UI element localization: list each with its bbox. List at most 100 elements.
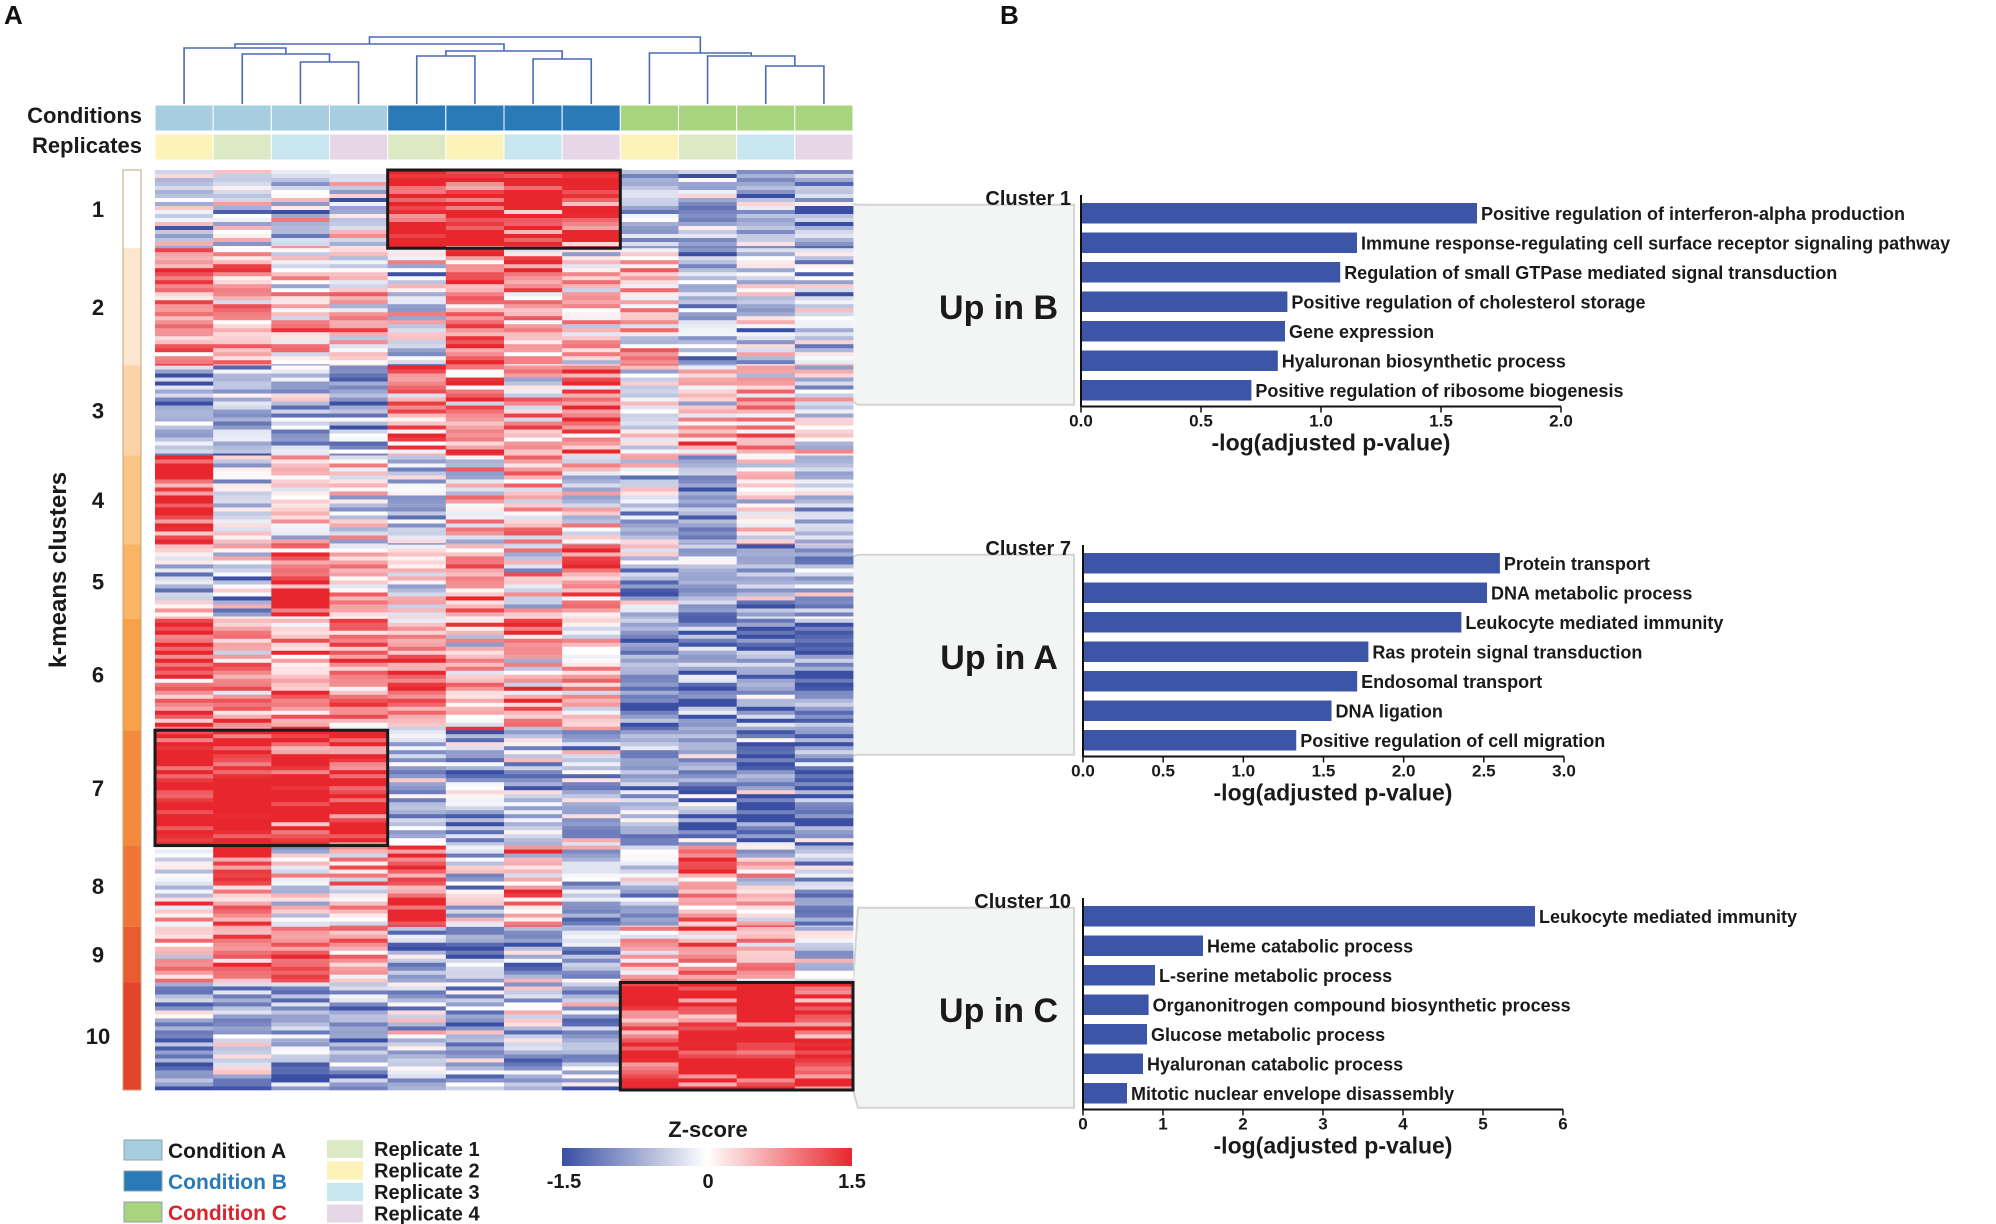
heatmap-cell [736,300,796,305]
heatmap-cell [271,356,330,361]
heatmap-cell [504,674,563,680]
heatmap-cell [620,425,679,430]
heatmap-cell [445,308,505,313]
heatmap-cell [504,194,563,199]
heatmap-cell [155,441,214,446]
heatmap-cell [213,738,272,743]
heatmap-cell [387,324,447,329]
heatmap-cell [504,1078,563,1083]
heatmap-cell [213,276,272,281]
heatmap-cell [620,364,679,366]
heatmap-cell [387,742,447,747]
replicates-label: Replicates [32,133,142,158]
heatmap-cell [736,234,796,239]
heatmap-cell [213,766,272,771]
heatmap-cell [155,596,214,601]
heatmap-cell [329,560,389,565]
heatmap-cell [736,190,796,195]
heatmap-cell [271,437,330,442]
heatmap-cell [678,214,738,219]
heatmap-cell [620,174,679,179]
heatmap-cell [445,698,505,704]
heatmap-cell [213,1002,272,1007]
heatmap-cell [736,778,796,783]
heatmap-cell [387,1022,447,1027]
heatmap-cell [387,662,447,668]
heatmap-cell [504,230,563,235]
heatmap-cell [678,248,738,253]
heatmap-cell [678,662,738,668]
heatmap-cell [620,401,679,406]
heatmap-cell [678,818,738,823]
heatmap-cell [387,186,447,191]
heatmap-cell [329,511,389,516]
heatmap-cell [155,437,214,442]
heatmap-cell [736,726,796,731]
heatmap-cell [155,365,214,370]
heatmap-cell [445,861,505,866]
condition-cell [678,104,738,132]
heatmap-cell [504,881,563,886]
heatmap-cell [445,742,505,747]
heatmap-cell [678,425,738,430]
heatmap-cell [387,766,447,771]
heatmap-cell [678,576,738,581]
heatmap-cell [271,930,330,936]
heatmap-cell [271,917,330,922]
heatmap-cell [620,560,679,565]
heatmap-cell [678,946,738,952]
heatmap-cell [387,604,447,609]
heatmap-cell [213,818,272,823]
heatmap-cell [329,507,389,512]
heatmap-cell [213,572,272,577]
heatmap-cell [155,826,214,831]
heatmap-cell [213,925,272,928]
heatmap-cell [155,174,214,179]
heatmap-cell [794,982,854,987]
heatmap-cell [155,186,214,191]
heatmap-cell [329,256,389,261]
heatmap-cell [504,857,563,862]
heatmap-cell [445,499,505,504]
heatmap-cell [213,495,272,500]
heatmap-cell [329,190,389,195]
heatmap-cell [213,630,272,636]
heatmap-cell [620,642,679,648]
heatmap-cell [736,218,796,223]
heatmap-cell [504,292,563,297]
heatmap-cell [155,982,214,987]
heatmap-cell [620,845,679,850]
heatmap-cell [329,401,389,406]
heatmap-cell [387,409,447,414]
heatmap-cell [271,182,330,187]
heatmap-cell [562,210,621,215]
heatmap-cell [445,560,505,565]
bar [1081,291,1288,312]
heatmap-cell [562,491,621,496]
heatmap-cell [504,511,563,516]
heatmap-cell [736,324,796,329]
heatmap-cell [562,766,621,771]
heatmap-cell [736,990,796,995]
heatmap-cell [155,544,214,549]
heatmap-cell [445,421,505,426]
heatmap-cell [678,356,738,361]
heatmap-cell [504,421,563,426]
heatmap-cell [620,1086,679,1091]
heatmap-cell [155,527,214,532]
legend-condition-label: Condition C [168,1202,287,1224]
heatmap-cell [678,194,738,199]
heatmap-cell [504,449,563,454]
heatmap-cell [329,381,389,386]
heatmap-cell [329,826,389,831]
heatmap-cell [736,429,796,434]
heatmap-cell [678,1066,738,1071]
heatmap-cell [678,893,738,898]
heatmap-cell [620,1006,679,1011]
heatmap-cell [504,328,563,333]
heatmap-cell [794,1070,854,1075]
heatmap-cell [445,930,505,936]
heatmap-cell [213,612,272,617]
heatmap-cell [155,218,214,223]
heatmap-cell [445,618,505,624]
